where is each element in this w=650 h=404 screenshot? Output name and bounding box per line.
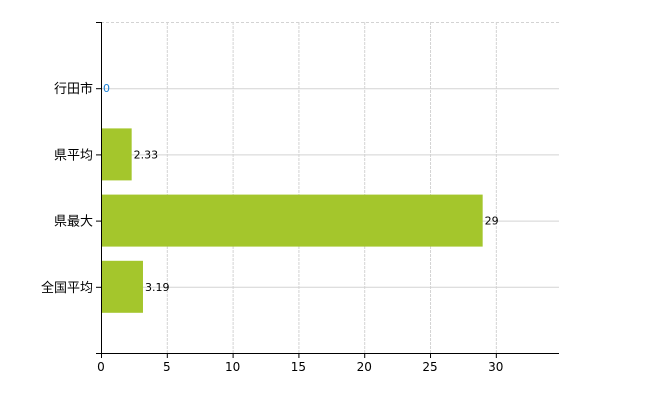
bar: [101, 194, 483, 247]
data-label: 0: [103, 82, 110, 95]
x-tick-label: 5: [163, 360, 171, 374]
data-label: 2.33: [134, 148, 159, 161]
x-tick-label: 15: [291, 360, 306, 374]
x-tick-label: 30: [488, 360, 503, 374]
data-label: 3.19: [145, 281, 170, 294]
data-label: 29: [485, 215, 499, 228]
y-tick-label: 県最大: [54, 215, 93, 230]
y-tick-label: 全国平均: [41, 280, 93, 296]
bar: [101, 128, 132, 181]
x-tick-label: 10: [225, 360, 240, 374]
x-tick-label: 20: [357, 360, 372, 374]
y-tick-label: 行田市: [54, 81, 93, 97]
y-tick-label: 県平均: [54, 148, 93, 163]
x-tick-label: 25: [422, 360, 437, 374]
x-tick-label: 0: [97, 360, 105, 374]
bar: [101, 260, 143, 313]
